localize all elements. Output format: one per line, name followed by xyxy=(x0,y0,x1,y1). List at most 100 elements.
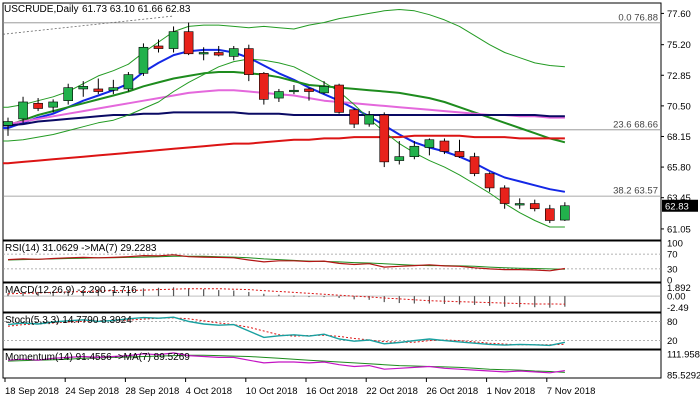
bull-candle xyxy=(123,74,134,90)
x-tick-label: 4 Oct 2018 xyxy=(186,386,232,397)
bear-candle xyxy=(334,84,344,113)
fib-level-label: 23.6 68.66 xyxy=(613,119,658,130)
macd-histogram-bar xyxy=(368,296,370,300)
macd-histogram-bar xyxy=(157,287,160,297)
momentum-tick-label: 111.9587 xyxy=(667,349,700,360)
macd-histogram-bar xyxy=(203,289,205,297)
sma-green-line xyxy=(3,71,566,144)
bear-candle xyxy=(439,140,450,152)
bollinger-lower-line xyxy=(3,58,565,228)
rsi-tick-label: 100 xyxy=(667,239,683,250)
macd-histogram-bar xyxy=(172,287,175,297)
y-tick-label: 72.85 xyxy=(667,71,691,82)
x-tick-label: 24 Sep 2018 xyxy=(65,386,119,397)
macd-histogram-bar xyxy=(142,288,145,297)
y-tick-label: 68.15 xyxy=(667,132,691,143)
x-tick-label: 22 Oct 2018 xyxy=(366,386,418,397)
rsi-tick-label: 30 xyxy=(667,264,678,275)
macd-histogram-bar xyxy=(37,291,39,297)
macd-histogram-bar xyxy=(188,288,190,297)
macd-histogram-bar xyxy=(564,296,566,307)
chart-title: USCRUDE,Daily xyxy=(4,4,78,15)
bear-candle xyxy=(213,52,224,56)
macd-histogram-bar xyxy=(22,292,24,297)
bear-candle xyxy=(153,45,164,49)
stoch-tick-label: 80 xyxy=(667,317,678,328)
macd-pane-frame xyxy=(2,282,662,313)
bull-candle xyxy=(18,101,28,120)
stoch-tick-label: 20 xyxy=(667,336,678,347)
macd-histogram-bar xyxy=(428,296,430,304)
macd-histogram-bar xyxy=(323,296,325,298)
bear-candle xyxy=(484,173,495,189)
rsi-tick-label: 0 xyxy=(667,276,672,287)
x-tick-label: 7 Nov 2018 xyxy=(547,386,596,397)
bull-candle xyxy=(274,91,284,99)
bollinger-upper-line xyxy=(3,9,565,108)
price-tag-box xyxy=(662,199,698,212)
sma-red-line xyxy=(3,134,565,165)
macd-tick-label: -2.49 xyxy=(667,303,689,314)
main-pane-frame xyxy=(2,2,662,241)
x-tick-label: 10 Oct 2018 xyxy=(246,386,298,397)
x-tick-label: 28 Sep 2018 xyxy=(125,386,179,397)
bear-candle xyxy=(244,48,254,75)
macd-histogram-bar xyxy=(534,296,536,308)
ema-blue-line xyxy=(3,48,566,193)
momentum-title: Momentum(14) 91.4556 ->MA(7) 89.5269 xyxy=(5,352,190,363)
sma-pink-line xyxy=(3,89,565,126)
ohlc-readout: 61.73 63.10 61.66 62.83 xyxy=(82,4,191,15)
mom-pane-frame xyxy=(2,349,662,379)
x-tick-label: 26 Oct 2018 xyxy=(426,386,478,397)
macd-histogram-bar xyxy=(112,290,114,297)
bull-candle xyxy=(198,52,209,55)
macd-histogram-bar xyxy=(97,290,99,297)
bull-candle xyxy=(394,156,405,161)
dotted-trendline xyxy=(2,15,174,35)
macd-histogram-bar xyxy=(504,296,506,307)
macd-histogram-bar xyxy=(233,290,235,297)
macd-histogram-bar xyxy=(293,295,295,297)
macd-histogram-bar xyxy=(127,289,129,297)
bull-candle xyxy=(78,86,89,90)
bull-candle xyxy=(228,48,239,57)
momentum-line xyxy=(7,352,565,374)
rsi-line xyxy=(7,254,565,272)
bear-candle xyxy=(454,151,465,157)
fib-level-label: 38.2 63.57 xyxy=(613,186,658,197)
bear-candle xyxy=(544,208,555,221)
macd-histogram-bar xyxy=(218,290,220,297)
bull-candle xyxy=(63,87,74,101)
bear-candle xyxy=(93,88,104,92)
stoch-title: Stoch(5,3,3) 14.7790 8.3924 xyxy=(5,315,132,326)
macd-tick-label: 1.892 xyxy=(667,283,691,294)
y-tick-label: 65.80 xyxy=(667,163,691,174)
momentum-tick-label: 85.5292 xyxy=(667,371,700,382)
bear-candle xyxy=(183,31,194,55)
bull-candle xyxy=(108,87,119,91)
price-tag-label: 62.83 xyxy=(665,201,689,212)
x-tick-label: 1 Nov 2018 xyxy=(487,386,536,397)
macd-histogram-bar xyxy=(473,296,476,305)
x-tick-label: 16 Oct 2018 xyxy=(306,386,358,397)
macd-histogram-bar xyxy=(7,293,9,297)
sma-navy-line xyxy=(3,111,565,127)
y-tick-label: 61.05 xyxy=(667,224,691,235)
bull-candle xyxy=(289,89,299,93)
macd-histogram-bar xyxy=(353,296,355,300)
bear-candle xyxy=(379,114,390,163)
bull-candle xyxy=(3,121,13,126)
fib-level-label: 0.0 76.88 xyxy=(618,12,658,23)
rsi-title: RSI(14) 31.0629 ->MA(7) 29.2283 xyxy=(5,243,157,254)
stoch-pane-frame xyxy=(2,312,662,350)
macd-tick-label: 0.00 xyxy=(667,292,686,303)
stoch-k-line xyxy=(7,316,566,347)
bear-candle xyxy=(469,156,480,174)
macd-histogram-bar xyxy=(519,296,521,308)
y-tick-label: 63.45 xyxy=(667,193,691,204)
macd-histogram-bar xyxy=(398,296,400,304)
bull-candle xyxy=(48,101,58,108)
macd-histogram-bar xyxy=(443,296,446,304)
bull-candle xyxy=(560,205,570,221)
